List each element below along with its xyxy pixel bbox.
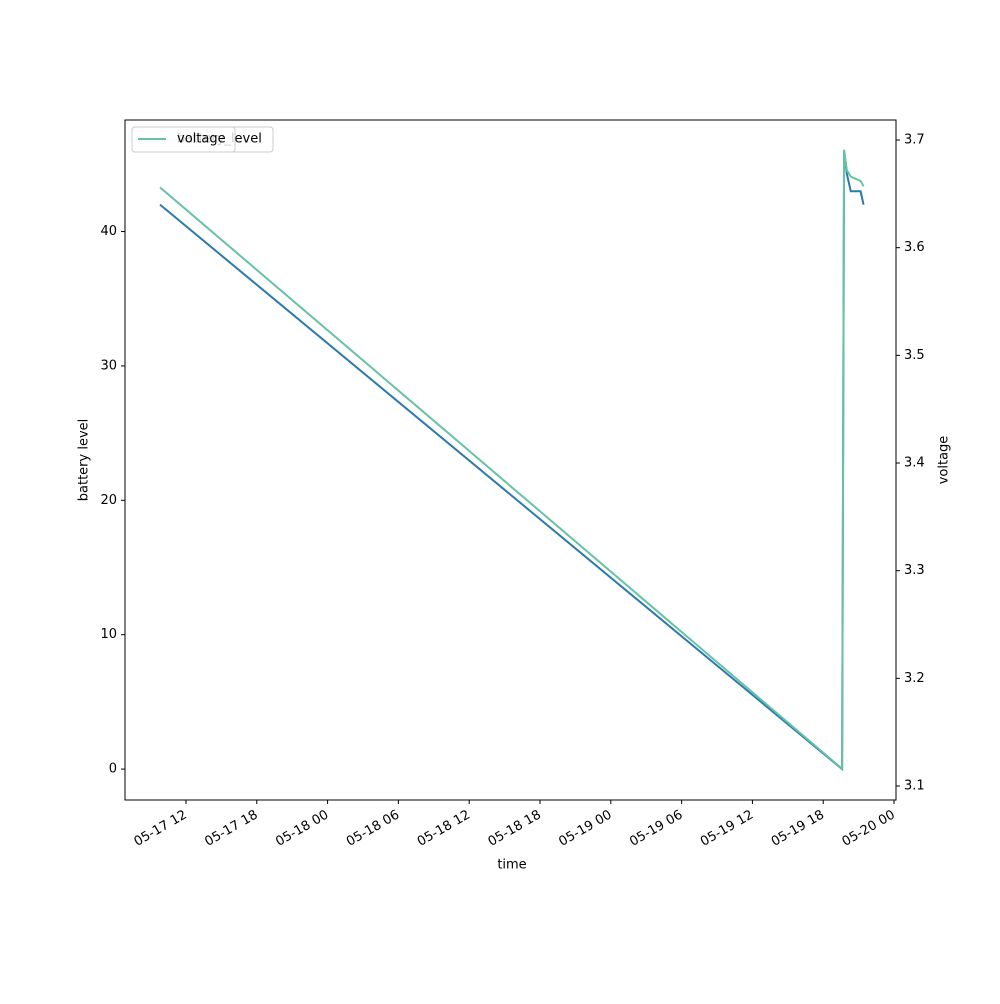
y-tick-label: 10: [100, 627, 117, 642]
y2-tick-label: 3.6: [904, 240, 925, 255]
y2-tick-label: 3.3: [904, 563, 925, 578]
y-tick-label: 20: [100, 493, 117, 508]
y-tick-label: 30: [100, 358, 117, 373]
y2-tick-label: 3.7: [904, 133, 925, 148]
x-tick-label: 05-19 00: [556, 808, 614, 850]
x-tick-label: 05-19 06: [627, 808, 685, 850]
y2-tick-label: 3.2: [904, 671, 925, 686]
x-tick-label: 05-17 18: [202, 808, 260, 850]
y-axis-label: battery level: [77, 419, 92, 502]
legend-label: voltage: [177, 132, 226, 147]
x-tick-label: 05-19 12: [698, 808, 756, 850]
x-tick-label: 05-17 12: [132, 808, 190, 850]
x-tick-label: 05-18 18: [486, 808, 544, 850]
x-tick-label: 05-18 00: [273, 808, 331, 850]
x-tick-label: 05-20 00: [840, 808, 898, 850]
line: [159, 149, 865, 771]
legend-box: [131, 126, 236, 153]
y-tick-label: 40: [100, 224, 117, 239]
y2-tick-label: 3.5: [904, 348, 925, 363]
y2-axis-label: voltage: [937, 436, 952, 485]
line: [159, 150, 865, 772]
y2-tick-label: 3.4: [904, 456, 925, 471]
x-tick-label: 05-18 06: [344, 808, 402, 850]
x-axis-label: time: [497, 858, 526, 873]
y-tick-label: 0: [109, 762, 117, 777]
x-tick-label: 05-19 18: [769, 808, 827, 850]
x-tick-label: 05-18 12: [415, 808, 473, 850]
y2-tick-label: 3.1: [904, 779, 925, 794]
plot-frame: [124, 119, 897, 801]
